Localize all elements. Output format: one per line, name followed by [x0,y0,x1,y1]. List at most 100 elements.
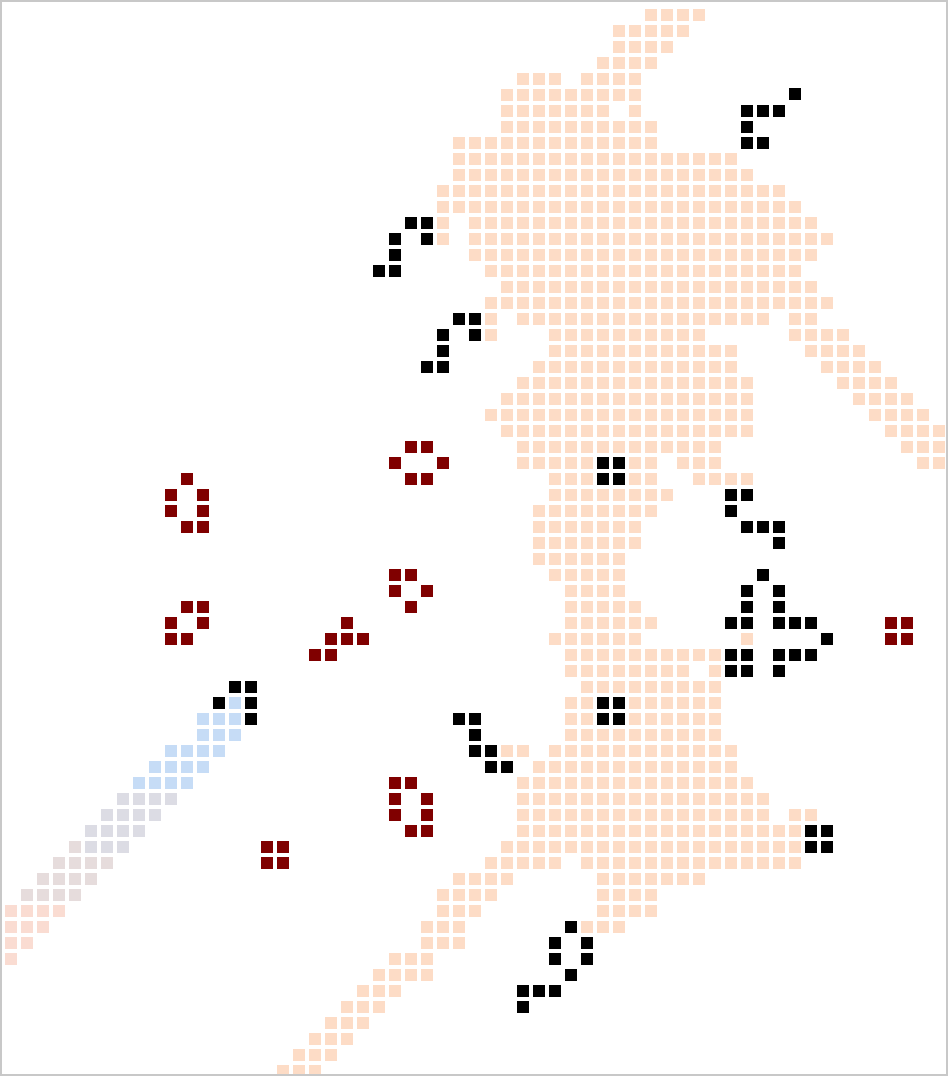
trail-cell[interactable] [613,745,625,757]
trail-cell[interactable] [485,409,497,421]
live-cell[interactable] [245,713,257,725]
still-life-cell[interactable] [389,809,401,821]
trail-cell[interactable] [533,73,545,85]
trail-cell[interactable] [597,617,609,629]
still-life-cell[interactable] [885,633,897,645]
trail-cell[interactable] [661,265,673,277]
trail-cell[interactable] [597,889,609,901]
still-life-cell[interactable] [421,585,433,597]
trail-cell[interactable] [629,57,641,69]
live-cell[interactable] [773,617,785,629]
trail-cell[interactable] [597,121,609,133]
trail-cell[interactable] [581,713,593,725]
trail-cell[interactable] [661,25,673,37]
trail-cell[interactable] [485,889,497,901]
trail-cell[interactable] [613,649,625,661]
still-life-cell[interactable] [405,601,417,613]
trail-cell[interactable] [677,665,689,677]
trail-cell[interactable] [661,697,673,709]
trail-cell[interactable] [565,505,577,517]
trail-cell[interactable] [629,873,641,885]
live-cell[interactable] [453,713,465,725]
trail-cell[interactable] [661,153,673,165]
trail-cell[interactable] [629,105,641,117]
trail-cell[interactable] [613,393,625,405]
trail-cell[interactable] [565,809,577,821]
trail-cell[interactable] [661,809,673,821]
trail-cell[interactable] [517,105,529,117]
trail-cell[interactable] [613,921,625,933]
trail-cell[interactable] [469,249,481,261]
trail-cell[interactable] [757,249,769,261]
glider-trail-cell[interactable] [165,761,177,773]
trail-cell[interactable] [549,105,561,117]
live-cell[interactable] [469,713,481,725]
trail-cell[interactable] [725,809,737,821]
trail-cell[interactable] [565,249,577,261]
trail-cell[interactable] [581,553,593,565]
live-cell[interactable] [725,505,737,517]
trail-cell[interactable] [853,377,865,389]
trail-cell[interactable] [629,329,641,341]
trail-cell[interactable] [565,729,577,741]
trail-cell[interactable] [597,265,609,277]
trail-cell[interactable] [725,345,737,357]
glider-trail-cell[interactable] [213,745,225,757]
trail-cell[interactable] [613,281,625,293]
trail-cell[interactable] [741,857,753,869]
trail-cell[interactable] [693,649,705,661]
trail-cell[interactable] [613,137,625,149]
trail-cell[interactable] [901,409,913,421]
trail-cell[interactable] [533,841,545,853]
trail-cell[interactable] [645,681,657,693]
trail-cell[interactable] [485,857,497,869]
trail-cell[interactable] [693,233,705,245]
live-cell[interactable] [613,457,625,469]
trail-cell[interactable] [709,409,721,421]
trail-cell[interactable] [613,889,625,901]
glider-trail-cell[interactable] [165,745,177,757]
trail-cell[interactable] [533,233,545,245]
trail-cell[interactable] [629,137,641,149]
trail-cell[interactable] [613,57,625,69]
trail-cell[interactable] [613,377,625,389]
trail-cell[interactable] [645,457,657,469]
trail-cell[interactable] [661,249,673,261]
trail-cell[interactable] [613,313,625,325]
trail-cell[interactable] [645,153,657,165]
trail-cell[interactable] [757,233,769,245]
trail-cell[interactable] [581,521,593,533]
trail-cell[interactable] [741,633,753,645]
trail-cell[interactable] [389,969,401,981]
live-cell[interactable] [549,937,561,949]
trail-cell[interactable] [517,393,529,405]
live-cell[interactable] [405,217,417,229]
trail-cell[interactable] [869,393,881,405]
trail-cell[interactable] [581,121,593,133]
trail-cell[interactable] [341,1017,353,1029]
trail-cell[interactable] [725,745,737,757]
trail-cell[interactable] [597,905,609,917]
trail-cell[interactable] [597,185,609,197]
trail-cell[interactable] [661,393,673,405]
trail-cell[interactable] [629,825,641,837]
trail-cell[interactable] [773,201,785,213]
trail-cell[interactable] [613,569,625,581]
trail-cell[interactable] [677,425,689,437]
trail-cell[interactable] [757,217,769,229]
trail-cell[interactable] [693,201,705,213]
trail-cell[interactable] [645,281,657,293]
trail-cell[interactable] [565,793,577,805]
glider-trail-cell[interactable] [69,857,81,869]
still-life-cell[interactable] [197,521,209,533]
glider-trail-cell[interactable] [85,873,97,885]
trail-cell[interactable] [677,313,689,325]
trail-cell[interactable] [917,441,929,453]
live-cell[interactable] [741,617,753,629]
trail-cell[interactable] [869,361,881,373]
trail-cell[interactable] [773,281,785,293]
trail-cell[interactable] [629,441,641,453]
trail-cell[interactable] [629,809,641,821]
trail-cell[interactable] [581,633,593,645]
live-cell[interactable] [773,105,785,117]
